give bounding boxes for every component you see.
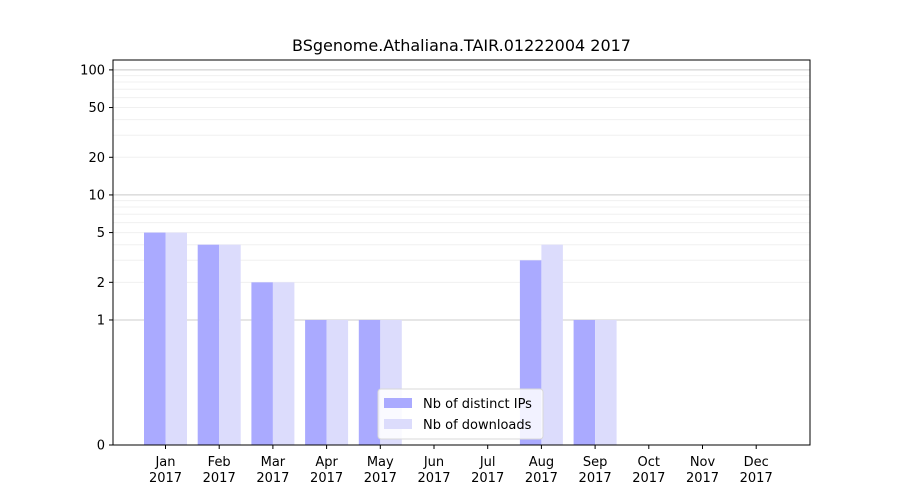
x-tick-label-year: 2017 [579,471,612,486]
x-tick-label-year: 2017 [471,471,504,486]
bar-downloads [219,244,241,445]
y-tick-label: 1 [97,313,105,328]
x-tick-label-year: 2017 [740,471,773,486]
x-tick-label: Mar [261,455,286,470]
bar-distinct-ips [305,319,327,445]
x-tick-label: Aug [529,455,554,470]
x-tick-label-year: 2017 [256,471,289,486]
x-tick-label-year: 2017 [686,471,719,486]
x-tick-label: May [367,455,394,470]
x-tick-label: Nov [690,455,716,470]
bar-downloads [165,232,187,445]
bar-distinct-ips [197,244,220,445]
legend-swatch [384,419,412,429]
chart-title: BSgenome.Athaliana.TAIR.01222004 2017 [292,36,631,55]
y-tick-label: 100 [80,63,105,78]
legend-label: Nb of distinct IPs [423,397,532,412]
bar-downloads [326,319,349,445]
x-tick-label-year: 2017 [417,471,450,486]
x-tick-label: Sep [583,455,608,470]
y-tick-label: 2 [97,276,105,291]
legend: Nb of distinct IPs Nb of downloads [377,388,544,440]
bar-downloads [595,319,617,445]
grid-lines [113,69,810,321]
x-tick-label: Feb [208,455,231,470]
x-tick-label: Apr [315,455,338,470]
bar-distinct-ips [573,319,596,445]
x-tick-label-year: 2017 [364,471,397,486]
x-tick-label: Jun [423,455,444,470]
x-tick-label: Jan [154,455,175,470]
x-tick-label-year: 2017 [203,471,236,486]
x-tick-label-year: 2017 [525,471,558,486]
y-axis: 0 1 2 5 10 20 50 100 [80,63,113,454]
x-axis: Jan2017Feb2017Mar2017Apr2017May2017Jun20… [149,445,773,486]
bar-distinct-ips [251,282,273,445]
x-tick-label-year: 2017 [310,471,343,486]
bar-distinct-ips [144,232,166,445]
x-tick-label-year: 2017 [632,471,665,486]
legend-label: Nb of downloads [423,418,532,433]
bar-downloads [541,244,563,445]
y-tick-label: 0 [97,439,105,454]
x-tick-label-year: 2017 [149,471,182,486]
x-tick-label: Dec [744,455,769,470]
bar-downloads [272,282,295,445]
y-tick-label: 50 [88,101,105,116]
legend-box [377,388,544,440]
bars [144,232,617,445]
x-tick-label: Oct [638,455,660,470]
y-tick-label: 20 [88,151,105,166]
legend-swatch [384,398,412,408]
y-tick-label: 5 [97,226,105,241]
bar-distinct-ips [358,319,381,445]
y-tick-label: 10 [88,188,105,203]
plot-frame [112,59,811,446]
x-tick-label: Jul [479,455,496,470]
